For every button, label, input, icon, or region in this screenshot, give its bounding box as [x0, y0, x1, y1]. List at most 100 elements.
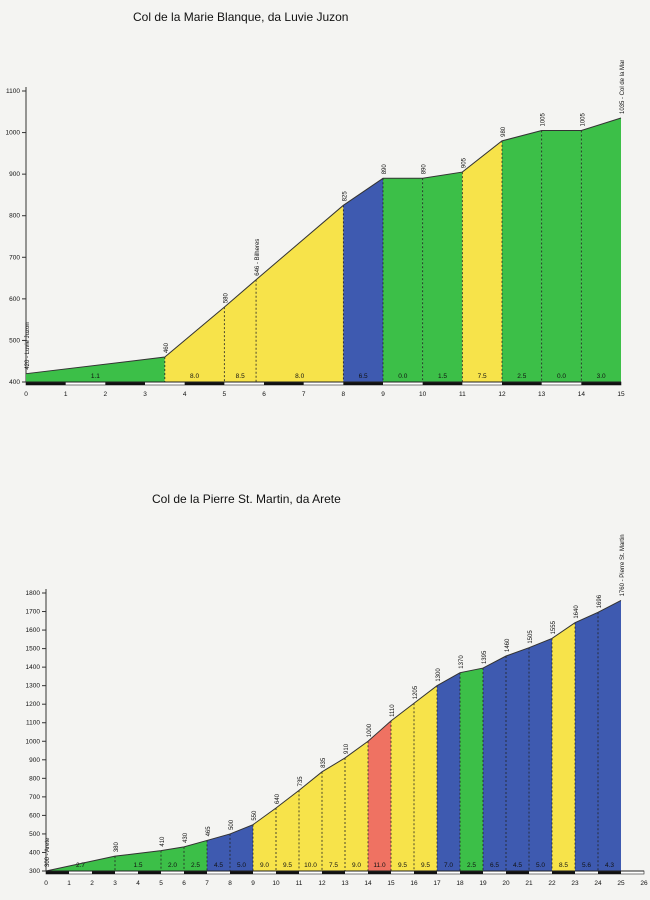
x-tick-label: 4 — [183, 391, 187, 398]
chart-2-svg: 3004005006007008009001000110012001300140… — [26, 534, 648, 887]
gradient-label: 1.5 — [133, 862, 142, 869]
x-tick-label: 24 — [594, 880, 602, 887]
altitude-label: 1460 — [505, 638, 511, 652]
gradient-label: 8.5 — [559, 862, 568, 869]
gradient-label: 9.5 — [398, 862, 407, 869]
y-tick-label: 1000 — [6, 130, 21, 137]
x-tick-label: 1 — [64, 391, 68, 398]
gradient-label: 1.5 — [438, 373, 447, 380]
altitude-label: 1205 — [413, 685, 419, 699]
y-tick-label: 700 — [9, 254, 20, 261]
km-strip-block — [46, 871, 69, 874]
profile-segment — [422, 172, 463, 382]
profile-segment — [164, 307, 225, 382]
altitude-label: 890 — [382, 164, 388, 175]
profile-segment — [552, 622, 575, 871]
profile-segment — [502, 130, 542, 382]
altitude-label: 910 — [344, 743, 350, 754]
x-tick-label: 10 — [272, 880, 280, 887]
profile-segment — [506, 647, 529, 871]
gradient-label: 0.0 — [398, 373, 407, 380]
gradient-label: 8.0 — [190, 373, 199, 380]
altitude-label: 1110 — [390, 704, 396, 717]
altitude-label: 1035 - Col de la Marie Blanque — [620, 60, 626, 114]
x-tick-label: 12 — [498, 391, 506, 398]
y-tick-label: 1800 — [26, 590, 41, 597]
profile-segment — [115, 850, 161, 871]
altitude-label: 465 — [206, 826, 212, 837]
gradient-label: 2.0 — [168, 862, 177, 869]
km-strip-block — [343, 382, 383, 385]
profile-segment — [483, 656, 506, 871]
profile-segment — [161, 846, 184, 871]
x-tick-label: 2 — [104, 391, 108, 398]
altitude-label: 380 — [114, 841, 120, 852]
km-strip-block — [598, 871, 621, 874]
profile-line — [25, 117, 622, 375]
profile-segment — [256, 205, 344, 382]
gradient-label: 11.0 — [373, 862, 386, 869]
x-tick-label: 23 — [571, 880, 579, 887]
x-tick-label: 5 — [159, 880, 163, 887]
km-strip-block — [506, 871, 529, 874]
y-tick-label: 1600 — [26, 627, 41, 634]
profile-segment — [230, 824, 253, 871]
profile-segment — [345, 741, 368, 871]
gradient-label: 2.5 — [517, 373, 526, 380]
x-tick-label: 9 — [251, 880, 255, 887]
x-tick-label: 18 — [456, 880, 464, 887]
profile-segment — [322, 757, 345, 871]
gradient-label: 5.0 — [536, 862, 545, 869]
profile-segment — [460, 668, 483, 871]
profile-segment — [184, 840, 207, 871]
chart-1-title: Col de la Marie Blanque, da Luvie Juzon — [133, 10, 349, 24]
profile-segment — [224, 279, 257, 382]
x-tick-label: 3 — [113, 880, 117, 887]
profile-segment — [575, 612, 598, 871]
profile-segment — [276, 790, 299, 871]
y-tick-label: 700 — [29, 794, 40, 801]
km-strip-block — [264, 382, 304, 385]
gradient-label: 4.5 — [513, 862, 522, 869]
x-tick-label: 0 — [24, 391, 28, 398]
gradient-label: 8.0 — [295, 373, 304, 380]
profile-segment — [343, 178, 383, 382]
y-tick-label: 300 — [29, 868, 40, 875]
x-tick-label: 17 — [433, 880, 441, 887]
y-tick-label: 1700 — [26, 609, 41, 616]
x-tick-label: 7 — [205, 880, 209, 887]
y-tick-label: 1300 — [26, 683, 41, 690]
y-tick-label: 900 — [9, 171, 20, 178]
gradient-label: 9.5 — [283, 862, 292, 869]
altitude-label: 430 — [183, 832, 189, 843]
x-tick-label: 19 — [479, 880, 487, 887]
x-tick-label: 12 — [318, 880, 326, 887]
gradient-label: 2.7 — [76, 862, 85, 869]
gradient-label: 8.5 — [236, 373, 245, 380]
altitude-label: 825 — [342, 191, 348, 202]
km-strip-block — [26, 382, 66, 385]
x-tick-label: 14 — [578, 391, 586, 398]
km-strip-block — [581, 382, 621, 385]
y-tick-label: 400 — [9, 379, 20, 386]
gradient-label: 7.5 — [478, 373, 487, 380]
altitude-label: 550 — [252, 810, 258, 821]
gradient-label: 9.0 — [260, 862, 269, 869]
profile-segment — [581, 118, 621, 382]
gradient-label: 6.5 — [490, 862, 499, 869]
x-tick-label: 11 — [459, 391, 466, 398]
profile-segment — [207, 833, 230, 871]
profile-segment — [383, 178, 423, 382]
altitude-label: 1370 — [459, 655, 465, 669]
profile-segment — [414, 685, 437, 871]
km-strip-block — [422, 382, 463, 385]
y-tick-label: 1100 — [26, 720, 40, 727]
chart-2-title: Col de la Pierre St. Martin, da Arete — [152, 492, 341, 506]
km-strip-block — [105, 382, 145, 385]
x-tick-label: 6 — [262, 391, 266, 398]
gradient-label: 7.5 — [329, 862, 338, 869]
y-tick-label: 400 — [29, 849, 40, 856]
x-tick-label: 22 — [548, 880, 556, 887]
altitude-label: 420 - Luvie Juzon — [25, 322, 31, 369]
profile-segment — [437, 672, 460, 871]
